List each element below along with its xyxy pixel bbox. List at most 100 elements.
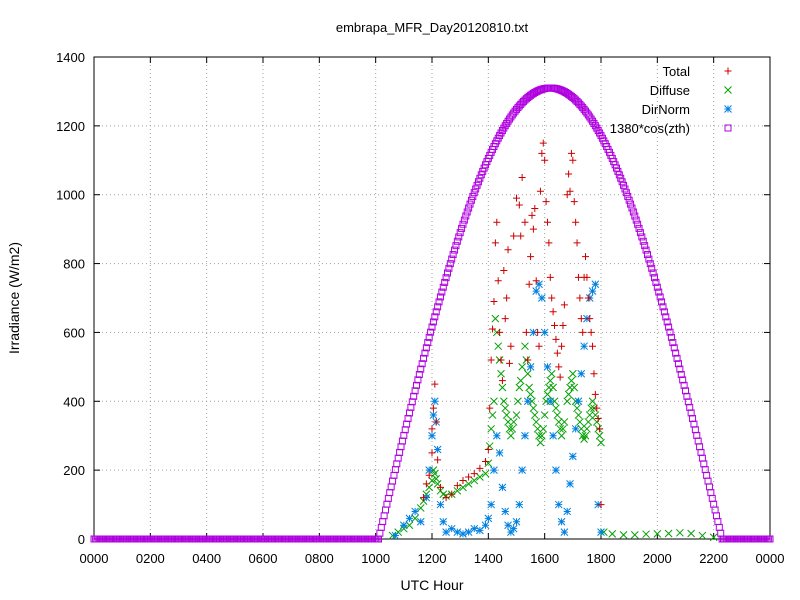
x-tick-label: 0800 [305, 551, 334, 566]
data-point-star [571, 424, 580, 433]
clear-sky-point [394, 454, 402, 462]
clear-sky-point [708, 494, 716, 502]
clear-sky-point [413, 381, 421, 389]
data-point-plus [434, 456, 442, 464]
data-point-star [526, 363, 535, 371]
data-point-plus [586, 315, 594, 323]
data-point-star [597, 528, 605, 536]
data-point-plus [597, 501, 605, 509]
clear-sky-point [421, 349, 429, 357]
data-point-plus [552, 335, 560, 343]
data-point-cross [512, 411, 521, 419]
data-point-cross [619, 531, 628, 539]
data-point-star [490, 466, 498, 474]
data-point-cross [509, 418, 518, 426]
x-tick-label: 0000 [80, 551, 109, 566]
data-point-star [492, 431, 501, 440]
y-tick-label: 800 [63, 257, 85, 272]
clear-sky-point [469, 192, 477, 200]
data-point-plus [504, 246, 512, 254]
clear-sky-point [697, 448, 705, 456]
clear-sky-point [443, 269, 451, 277]
clear-sky-point [415, 370, 423, 378]
data-point-cross [570, 383, 579, 392]
data-point-cross [521, 342, 529, 351]
data-point-cross [547, 369, 556, 378]
data-point-plus [487, 356, 495, 364]
clear-sky-point [665, 323, 673, 331]
clear-sky-point [696, 443, 704, 451]
data-point-cross [567, 376, 576, 385]
clear-sky-point [694, 437, 702, 445]
data-point-plus [582, 253, 590, 261]
data-point-plus [535, 342, 543, 350]
clear-sky-point [618, 178, 626, 186]
clear-sky-point [639, 237, 647, 245]
data-point-plus [567, 149, 575, 157]
data-point-plus [500, 266, 508, 274]
data-point-star [546, 397, 555, 406]
data-point-star [557, 517, 566, 526]
data-point-cross [411, 514, 419, 523]
data-point-plus [422, 480, 430, 488]
data-point-cross [576, 418, 584, 426]
clear-sky-point [414, 376, 422, 384]
clear-sky-point [621, 185, 629, 193]
data-point-star [501, 507, 510, 516]
data-point-star [504, 521, 512, 530]
x-tick-label: 1400 [474, 551, 503, 566]
data-point-cross [676, 528, 684, 537]
data-point-plus [577, 315, 585, 323]
data-point-star [484, 514, 493, 523]
clear-sky-point [679, 376, 687, 384]
data-point-cross [664, 529, 673, 538]
data-point-plus [465, 473, 473, 481]
clear-sky-point [617, 174, 625, 182]
clear-sky-point [662, 313, 670, 321]
x-tick-label: 0000 [756, 551, 785, 566]
clear-sky-point [704, 477, 712, 485]
clear-sky-point [691, 426, 699, 434]
data-point-cross [709, 533, 718, 542]
clear-sky-point [663, 318, 671, 326]
clear-sky-point [648, 264, 656, 272]
clear-sky-point [451, 246, 459, 254]
data-point-plus [558, 342, 566, 350]
clear-sky-point [715, 523, 723, 531]
legend-marker [724, 105, 732, 113]
clear-sky-point [634, 220, 642, 228]
clear-sky-point [629, 208, 637, 216]
data-point-star [552, 466, 560, 474]
data-point-cross [552, 404, 560, 413]
data-point-star [529, 328, 538, 337]
data-point-plus [543, 218, 551, 226]
data-point-cross [464, 480, 473, 488]
data-point-cross [581, 431, 590, 440]
clear-sky-point [387, 483, 395, 491]
data-point-cross [508, 424, 517, 433]
data-point-cross [485, 442, 494, 450]
data-point-plus [428, 425, 436, 433]
data-point-plus [498, 377, 506, 385]
clear-sky-point [448, 255, 456, 263]
clear-sky-point [452, 242, 460, 250]
x-tick-label: 1200 [418, 551, 447, 566]
data-point-cross [481, 469, 490, 478]
x-tick-label: 0200 [136, 551, 165, 566]
clear-sky-point [470, 189, 478, 197]
data-point-star [554, 500, 563, 509]
data-point-cross [499, 397, 508, 406]
clear-sky-point [674, 360, 682, 368]
legend-marker [724, 124, 732, 132]
data-point-plus [536, 187, 544, 195]
clear-sky-point [672, 349, 680, 357]
data-point-cross [416, 504, 425, 512]
data-point-plus [501, 315, 509, 323]
data-point-star [560, 528, 569, 536]
y-tick-label: 0 [78, 532, 85, 547]
data-point-star [433, 445, 442, 454]
data-point-plus [584, 294, 592, 302]
data-point-plus [470, 470, 478, 478]
data-point-cross [539, 424, 548, 433]
clear-sky-point [446, 260, 454, 268]
